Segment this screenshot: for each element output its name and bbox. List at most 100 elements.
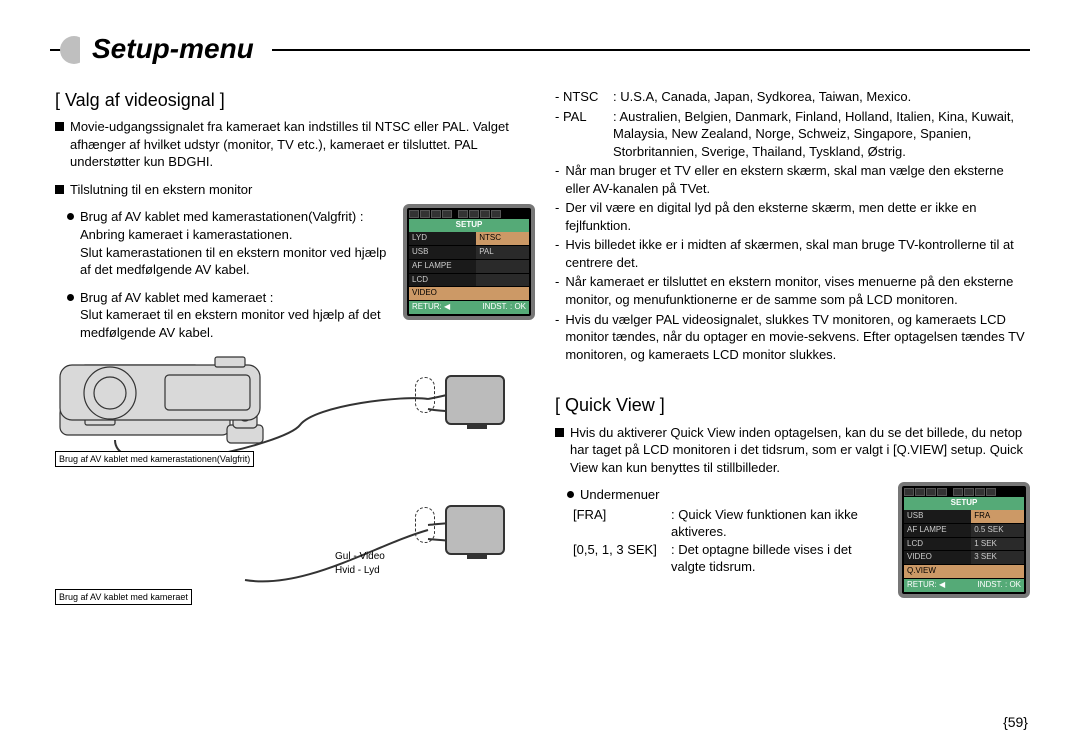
square-bullet-icon xyxy=(55,185,64,194)
note-item: -Når man bruger et TV eller en ekstern s… xyxy=(555,162,1030,197)
def-value: : Australien, Belgien, Danmark, Finland,… xyxy=(613,108,1030,161)
note-item: -Hvis du vælger PAL videosignalet, slukk… xyxy=(555,311,1030,364)
body-text: Brug af AV kablet med kameraet : xyxy=(80,289,393,307)
paragraph: Tilslutning til en ekstern monitor xyxy=(55,181,535,199)
body-text: Der vil være en digital lyd på den ekste… xyxy=(565,199,1030,234)
screen-tabs xyxy=(409,210,529,218)
body-text: Hvis billedet ikke er i midten af skærme… xyxy=(565,236,1030,271)
tv-icon xyxy=(445,375,505,425)
tv-icon xyxy=(445,505,505,555)
dot-bullet-icon xyxy=(67,294,74,301)
screen-cell-left: LYD xyxy=(409,232,476,246)
body-text: Brug af AV kablet med kamerastationen(Va… xyxy=(80,208,393,226)
square-bullet-icon xyxy=(55,122,64,131)
def-value: : Det optagne billede vises i det valgte… xyxy=(671,541,888,576)
screen-cell-left: LCD xyxy=(409,274,476,288)
screen-cell-right: FRA xyxy=(971,510,1024,524)
right-column: - NTSC : U.S.A, Canada, Japan, Sydkorea,… xyxy=(555,88,1030,598)
title-box: Setup-menu xyxy=(80,28,272,70)
def-key: - NTSC xyxy=(555,88,607,106)
definition-row: [0,5, 1, 3 SEK] : Det optagne billede vi… xyxy=(573,541,888,576)
body-text: Slut kameraet til en ekstern monitor ved… xyxy=(80,306,393,341)
body-text: Hvis du aktiverer Quick View inden optag… xyxy=(570,424,1030,477)
note-item: -Hvis billedet ikke er i midten af skærm… xyxy=(555,236,1030,271)
left-column: [ Valg af videosignal ] Movie-udgangssig… xyxy=(55,88,535,605)
list-item: Undermenuer xyxy=(567,486,888,504)
screen-cell-left: AF LAMPE xyxy=(409,260,476,274)
definition-row: [FRA] : Quick View funktionen kan ikke a… xyxy=(573,506,888,541)
screen-row: LCD xyxy=(409,274,529,288)
screen-row: VIDEO3 SEK xyxy=(904,551,1024,565)
setup-screen-video: SETUP LYDNTSCUSBPALAF LAMPELCDVIDEO RETU… xyxy=(403,204,535,320)
screen-foot-left: RETUR: ◀ xyxy=(412,302,450,313)
definition-row: - PAL : Australien, Belgien, Danmark, Fi… xyxy=(555,108,1030,161)
connection-diagram: Brug af AV kablet med kamerastationen(Va… xyxy=(55,355,515,605)
screen-foot-left: RETUR: ◀ xyxy=(907,580,945,591)
paragraph: Hvis du aktiverer Quick View inden optag… xyxy=(555,424,1030,477)
screen-cell-right: 0.5 SEK xyxy=(971,524,1024,538)
body-text: Når kameraet er tilsluttet en ekstern mo… xyxy=(565,273,1030,308)
screen-cell-right: PAL xyxy=(476,246,529,260)
dot-bullet-icon xyxy=(67,213,74,220)
screen-cell-right xyxy=(476,260,529,274)
screen-title: SETUP xyxy=(904,497,1024,510)
body-text: Når man bruger et TV eller en ekstern sk… xyxy=(565,162,1030,197)
screen-cell-right: 1 SEK xyxy=(971,538,1024,552)
page-number: {59} xyxy=(1003,713,1028,732)
def-value: : U.S.A, Canada, Japan, Sydkorea, Taiwan… xyxy=(613,88,911,106)
screen-cell-left: AF LAMPE xyxy=(904,524,971,538)
dot-bullet-icon xyxy=(567,491,574,498)
screen-cell-right xyxy=(476,287,529,301)
screen-cell-left: USB xyxy=(409,246,476,260)
screen-footer: RETUR: ◀ INDST. : OK xyxy=(409,301,529,314)
av-plug-icon xyxy=(415,377,435,413)
screen-cell-left: USB xyxy=(904,510,971,524)
screen-cell-left: Q.VIEW xyxy=(904,565,971,579)
page-title-bar: Setup-menu xyxy=(50,28,1030,70)
screen-foot-right: INDST. : OK xyxy=(482,302,526,313)
screen-row: AF LAMPE0.5 SEK xyxy=(904,524,1024,538)
screen-cell-right xyxy=(971,565,1024,579)
cable-label-yellow: Gul - Video xyxy=(335,550,385,564)
list-item: Brug af AV kablet med kameraet : Slut ka… xyxy=(67,289,393,342)
cable-label-white: Hvid - Lyd xyxy=(335,564,385,578)
screen-row: USBFRA xyxy=(904,510,1024,524)
screen-cell-left: LCD xyxy=(904,538,971,552)
body-text: Tilslutning til en ekstern monitor xyxy=(70,181,252,199)
screen-row: LCD1 SEK xyxy=(904,538,1024,552)
av-plug-icon xyxy=(415,507,435,543)
def-key: - PAL xyxy=(555,108,607,161)
def-key: [0,5, 1, 3 SEK] xyxy=(573,541,665,576)
section-heading-quickview: [ Quick View ] xyxy=(555,393,1030,417)
diagram-caption: Brug af AV kablet med kameraet xyxy=(55,589,192,605)
screen-footer: RETUR: ◀ INDST. : OK xyxy=(904,579,1024,592)
body-text: Undermenuer xyxy=(580,486,660,504)
screen-tabs xyxy=(904,488,1024,496)
square-bullet-icon xyxy=(555,428,564,437)
note-item: -Når kameraet er tilsluttet en ekstern m… xyxy=(555,273,1030,308)
def-key: [FRA] xyxy=(573,506,665,541)
page-title: Setup-menu xyxy=(92,30,254,68)
screen-row: Q.VIEW xyxy=(904,565,1024,579)
body-text: Anbring kameraet i kamerastationen. xyxy=(80,226,393,244)
screen-cell-right: NTSC xyxy=(476,232,529,246)
diagram-caption: Brug af AV kablet med kamerastationen(Va… xyxy=(55,451,254,467)
screen-row: LYDNTSC xyxy=(409,232,529,246)
screen-cell-right: 3 SEK xyxy=(971,551,1024,565)
list-item: Brug af AV kablet med kamerastationen(Va… xyxy=(67,208,393,278)
body-text: Hvis du vælger PAL videosignalet, slukke… xyxy=(565,311,1030,364)
paragraph: Movie-udgangssignalet fra kameraet kan i… xyxy=(55,118,535,171)
setup-screen-quickview: SETUP USBFRAAF LAMPE0.5 SEKLCD1 SEKVIDEO… xyxy=(898,482,1030,598)
screen-foot-right: INDST. : OK xyxy=(977,580,1021,591)
screen-row: AF LAMPE xyxy=(409,260,529,274)
screen-cell-right xyxy=(476,274,529,288)
note-item: -Der vil være en digital lyd på den ekst… xyxy=(555,199,1030,234)
body-text: Movie-udgangssignalet fra kameraet kan i… xyxy=(70,118,535,171)
screen-cell-left: VIDEO xyxy=(409,287,476,301)
definition-row: - NTSC : U.S.A, Canada, Japan, Sydkorea,… xyxy=(555,88,1030,106)
section-heading-video: [ Valg af videosignal ] xyxy=(55,88,535,112)
screen-cell-left: VIDEO xyxy=(904,551,971,565)
body-text: Slut kamerastationen til en ekstern moni… xyxy=(80,244,393,279)
def-value: : Quick View funktionen kan ikke aktiver… xyxy=(671,506,888,541)
screen-row: USBPAL xyxy=(409,246,529,260)
